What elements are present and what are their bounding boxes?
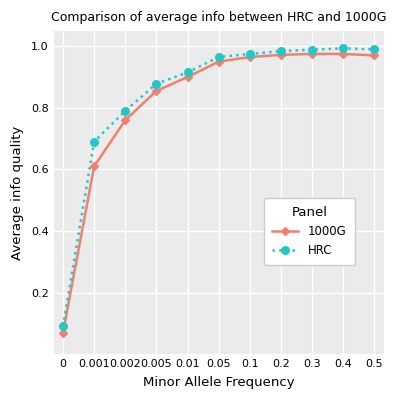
X-axis label: Minor Allele Frequency: Minor Allele Frequency (143, 376, 295, 389)
Y-axis label: Average info quality: Average info quality (11, 125, 24, 260)
Title: Comparison of average info between HRC and 1000G: Comparison of average info between HRC a… (51, 11, 386, 24)
Legend: 1000G, HRC: 1000G, HRC (264, 198, 355, 265)
